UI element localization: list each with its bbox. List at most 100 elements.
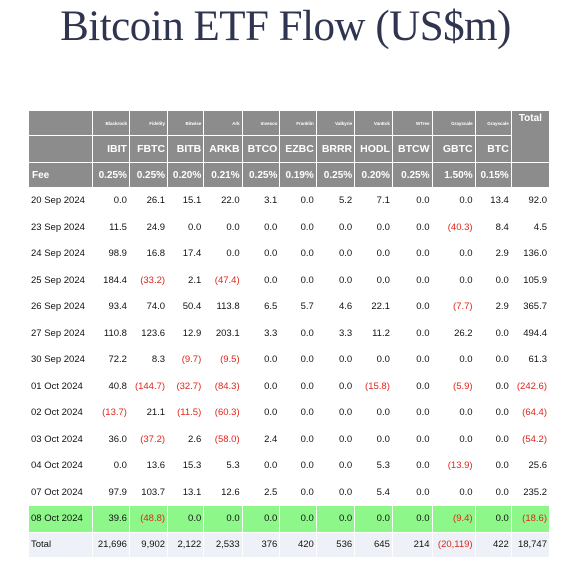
flow-cell: 0.0	[300, 354, 314, 366]
flow-cell: 0.0	[242, 506, 280, 532]
flow-cell: 0.0	[459, 486, 473, 498]
flow-cell: 113.8	[216, 301, 240, 313]
totals-cell: 376	[242, 532, 280, 557]
flow-cell: 0.0	[300, 327, 314, 339]
flow-cell: 7.1	[376, 195, 390, 207]
flow-cell: 0.0	[416, 486, 430, 498]
flow-cell: 74.0	[146, 301, 166, 313]
flow-cell: 93.4	[108, 301, 127, 313]
row-total-cell: 105.9	[523, 274, 547, 286]
row-total-cell: 235.2	[523, 486, 547, 498]
flow-cell: 0.0	[459, 433, 473, 445]
flow-cell: 0.0	[338, 221, 353, 233]
flow-cell: 110.8	[103, 327, 127, 339]
table-row: 04 Oct 2024 0.0 13.6 15.3 5.3 0.0 0.0 0.0 5.3 0.0…	[29, 453, 549, 479]
flow-cell: 2.1	[188, 274, 202, 286]
flow-cell: 13.4	[490, 195, 509, 207]
flow-cell: 0.0	[459, 274, 473, 286]
flow-cell: 0.0	[376, 274, 390, 286]
totals-cell: 536	[316, 532, 355, 557]
fee-cell: 1.50%	[432, 163, 475, 187]
totals-cell: 2,533	[204, 532, 242, 557]
totals-label: Total	[29, 532, 92, 557]
flow-cell: (144.7)	[134, 380, 166, 392]
table-row: 23 Sep 2024 11.5 24.9 0.0 0.0 0.0 0.0 0.0 0.0 0.0…	[29, 215, 549, 241]
totals-cell: 645	[355, 532, 392, 557]
flow-cell: (13.9)	[447, 460, 473, 472]
table-row: 20 Sep 2024 0.0 26.1 15.1 22.0 3.1 0.0 5.2 7.1 0.…	[29, 188, 549, 214]
flow-cell: 0.0	[495, 460, 509, 472]
flow-cell: 97.9	[108, 486, 127, 498]
flow-cell: 5.3	[376, 460, 390, 472]
flow-cell: (33.2)	[140, 274, 166, 286]
row-total-cell: 365.7	[523, 301, 547, 313]
fee-cell: 0.25%	[316, 163, 355, 187]
ticker-header: BRRR	[316, 136, 355, 162]
flow-cell: 50.4	[182, 301, 202, 313]
flow-cell: 0.0	[495, 327, 509, 339]
ticker-header: BTC	[475, 136, 511, 162]
flow-cell: 16.8	[146, 248, 166, 260]
flow-cell: 15.3	[182, 460, 202, 472]
flow-cell: 98.9	[108, 248, 127, 260]
fee-cell: 0.25%	[92, 163, 129, 187]
flow-cell: 0.0	[392, 506, 432, 532]
issuer-header-row: Blackrock Fidelity Bitwise Ark Invesco Frankl…	[29, 111, 549, 162]
flow-cell: 0.0	[300, 274, 314, 286]
fee-cell: 0.19%	[280, 163, 316, 187]
fee-cell: 0.25%	[129, 163, 168, 187]
flow-cell: 3.3	[338, 327, 353, 339]
issuer-header: WTree	[392, 111, 432, 135]
flow-cell: 15.1	[182, 195, 202, 207]
flow-cell: 0.0	[338, 354, 353, 366]
flow-cell: 0.0	[300, 433, 314, 445]
flow-cell: 0.0	[495, 380, 509, 392]
issuer-header: Valkyrie	[316, 111, 355, 135]
flow-cell: 8.3	[151, 354, 166, 366]
flow-cell: 0.0	[376, 407, 390, 419]
flow-cell: 0.0	[416, 433, 430, 445]
flow-cell: 0.0	[376, 354, 390, 366]
flow-cell: 0.0	[264, 380, 278, 392]
date-cell: 25 Sep 2024	[31, 274, 85, 286]
date-cell: 04 Oct 2024	[31, 460, 83, 472]
flow-cell: 0.0	[475, 506, 511, 532]
date-cell: 27 Sep 2024	[31, 327, 85, 339]
flow-cell: 0.0	[338, 486, 353, 498]
date-cell: 01 Oct 2024	[31, 380, 83, 392]
flow-cell: 0.0	[495, 354, 509, 366]
flow-cell: (48.8)	[129, 506, 168, 532]
flow-cell: 2.9	[495, 248, 509, 260]
flow-cell: 0.0	[416, 354, 430, 366]
flow-cell: 40.8	[108, 380, 127, 392]
ticker-header: EZBC	[280, 136, 316, 162]
flow-cell: 0.0	[316, 506, 355, 532]
flow-cell: 0.0	[338, 460, 353, 472]
totals-cell: 21,696	[92, 532, 129, 557]
totals-cell: (20,119)	[432, 532, 475, 557]
flow-cell: 0.0	[338, 274, 353, 286]
flow-cell: 2.5	[264, 486, 278, 498]
flow-cell: 0.0	[300, 195, 314, 207]
table-row: 01 Oct 2024 40.8 (144.7) (32.7) (84.3) 0.0 0.0…	[29, 374, 549, 400]
flow-cell: 0.0	[338, 407, 353, 419]
flow-cell: (13.7)	[102, 407, 127, 419]
flow-cell: (7.7)	[453, 301, 473, 313]
totals-cell: 422	[475, 532, 511, 557]
flow-cell: 0.0	[416, 195, 430, 207]
flow-cell: 0.0	[300, 380, 314, 392]
flow-cell: 0.0	[416, 248, 430, 260]
total-column-header: Total	[511, 111, 549, 162]
flow-cell: 11.5	[109, 221, 127, 233]
row-total-cell: (242.6)	[516, 380, 547, 392]
grand-total-cell: 18,747	[511, 532, 549, 557]
flow-cell: 103.7	[141, 486, 166, 498]
flow-cell: 5.4	[376, 486, 390, 498]
flow-cell: 72.2	[108, 354, 127, 366]
totals-row: Total 21,696 9,902 2,122 2,533 376 420 536 645 21…	[29, 532, 549, 557]
date-cell: 08 Oct 2024	[29, 506, 92, 532]
flow-cell: 0.0	[355, 506, 392, 532]
flow-cell: (84.3)	[214, 380, 240, 392]
flow-cell: 0.0	[416, 301, 430, 313]
flow-cell: 0.0	[300, 486, 314, 498]
